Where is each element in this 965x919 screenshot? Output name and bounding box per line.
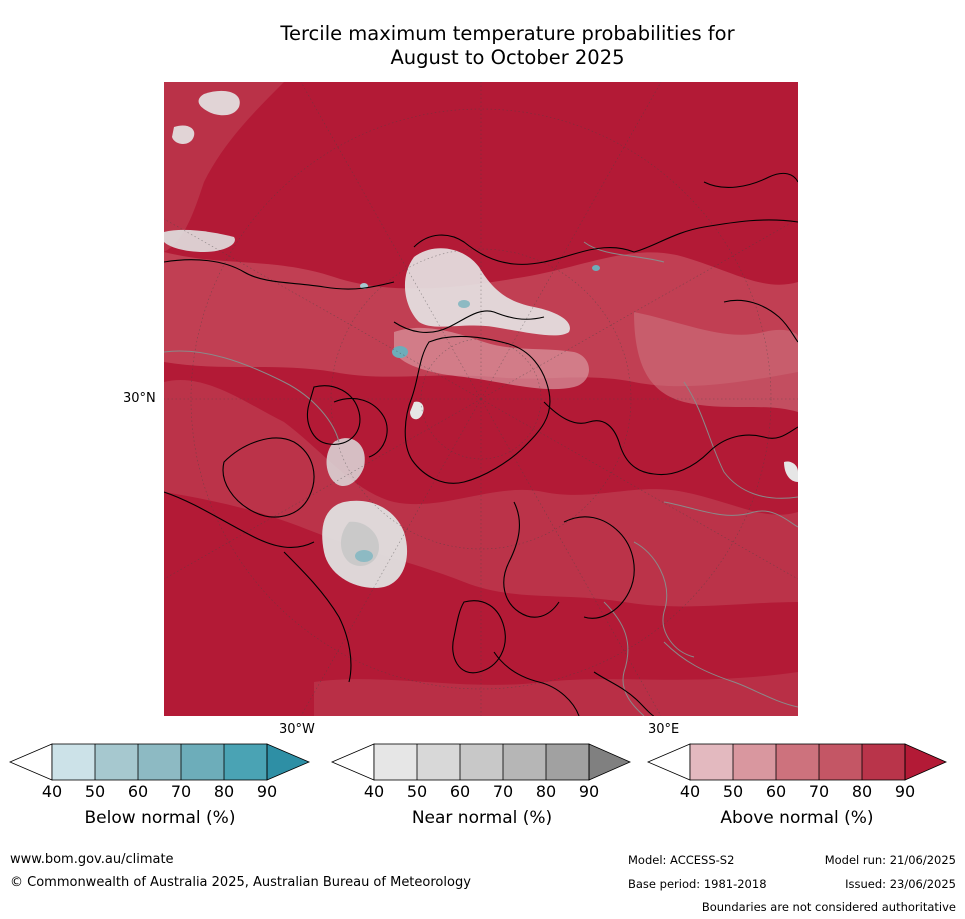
near-normal-tick-80: 80: [535, 782, 557, 801]
chart-title: Tercile maximum temperature probabilitie…: [160, 22, 855, 70]
lon-30e-label: 30°E: [648, 722, 680, 737]
map-canvas: [164, 82, 798, 716]
above-normal-tick-50: 50: [722, 782, 744, 801]
below-normal-tick-90: 90: [256, 782, 278, 801]
below-normal-swatch-70-80: [181, 744, 224, 780]
country-borders: [164, 241, 798, 716]
below-normal-tick-80: 80: [213, 782, 235, 801]
colorbar-above-normal-graphic: [646, 743, 947, 781]
above-normal-tick-80: 80: [851, 782, 873, 801]
model-run-label: Model run: 21/06/2025: [824, 853, 956, 867]
above-normal-swatch-50-60: [733, 744, 776, 780]
near-normal-swatch-50-60: [417, 744, 460, 780]
near-normal-tick-40: 40: [363, 782, 385, 801]
lat-30n-label: 30°N: [123, 391, 156, 406]
title-line-2: August to October 2025: [390, 46, 625, 69]
near-normal-swatch-70-80: [503, 744, 546, 780]
above-normal-swatch-70-80: [819, 744, 862, 780]
near-normal-swatch-min: [330, 743, 375, 781]
probability-map[interactable]: [164, 82, 798, 716]
above-normal-swatch-60-70: [776, 744, 819, 780]
title-line-1: Tercile maximum temperature probabilitie…: [280, 22, 735, 45]
near-normal-swatch-40-50: [374, 744, 417, 780]
below-normal-tick-40: 40: [41, 782, 63, 801]
colorbar-below-normal-graphic: [8, 743, 311, 781]
near-normal-title: Near normal (%): [411, 808, 553, 828]
above-normal-swatch-min: [646, 743, 691, 781]
above-normal-title: Above normal (%): [720, 808, 874, 828]
below-normal-tick-60: 60: [127, 782, 149, 801]
colorbar-near-normal: [330, 743, 632, 781]
below-normal-swatch-40-50: [52, 744, 95, 780]
colorbar-near-normal-graphic: [330, 743, 631, 781]
above-normal-tick-40: 40: [679, 782, 701, 801]
copyright-text: © Commonwealth of Australia 2025, Austra…: [10, 875, 471, 890]
below-normal-swatch-80-90: [224, 744, 267, 780]
above-normal-swatch-80-90: [862, 744, 905, 780]
graticule: [164, 82, 798, 716]
above-normal-swatch-max: [904, 743, 947, 781]
issued-label: Issued: 23/06/2025: [845, 877, 956, 891]
above-normal-tick-90: 90: [894, 782, 916, 801]
near-normal-tick-90: 90: [578, 782, 600, 801]
colorbar-below-normal: [8, 743, 311, 781]
coastlines: [164, 172, 798, 716]
near-normal-tick-70: 70: [492, 782, 514, 801]
above-normal-tick-60: 60: [765, 782, 787, 801]
near-normal-swatch-60-70: [460, 744, 503, 780]
disclaimer-text: Boundaries are not considered authoritat…: [701, 900, 956, 914]
below-normal-swatch-max: [266, 743, 311, 781]
below-normal-tick-70: 70: [170, 782, 192, 801]
near-normal-tick-50: 50: [406, 782, 428, 801]
near-normal-tick-60: 60: [449, 782, 471, 801]
above-normal-swatch-40-50: [690, 744, 733, 780]
colorbar-above-normal: [646, 743, 948, 781]
below-normal-tick-50: 50: [84, 782, 106, 801]
above-normal-tick-70: 70: [808, 782, 830, 801]
below-normal-swatch-60-70: [138, 744, 181, 780]
below-normal-swatch-min: [8, 743, 53, 781]
near-normal-swatch-max: [588, 743, 631, 781]
base-period-label: Base period: 1981-2018: [628, 877, 767, 891]
below-normal-swatch-50-60: [95, 744, 138, 780]
below-normal-title: Below normal (%): [84, 808, 236, 828]
website-link[interactable]: www.bom.gov.au/climate: [10, 852, 174, 867]
near-normal-swatch-80-90: [546, 744, 589, 780]
model-label: Model: ACCESS-S2: [628, 853, 735, 867]
lon-30w-label: 30°W: [279, 722, 315, 737]
